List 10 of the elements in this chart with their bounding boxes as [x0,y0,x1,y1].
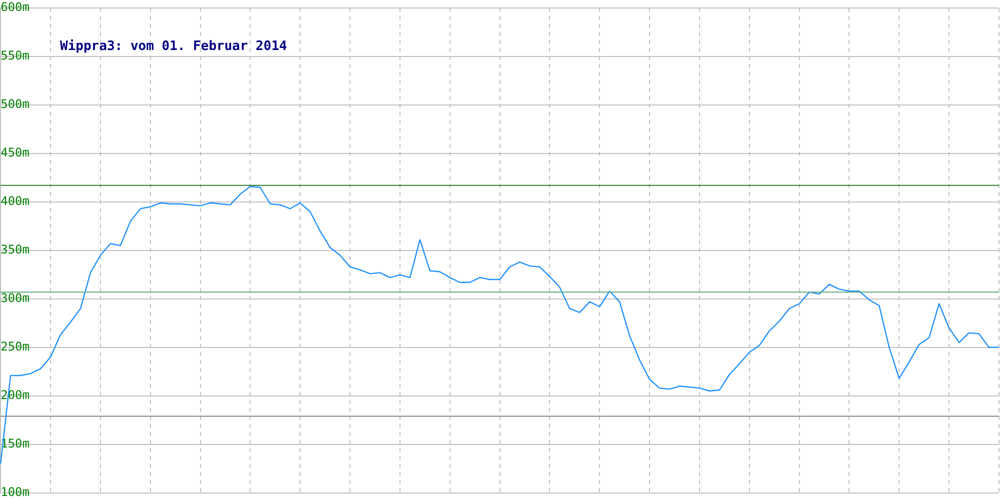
y-tick-label: 400m [0,194,30,208]
y-tick-label: 550m [0,48,30,63]
y-tick-label: 500m [0,97,30,112]
y-tick-label: 450m [0,146,30,160]
y-tick-label: 100m [0,484,30,499]
y-tick-label: 250m [0,339,30,354]
y-tick-label: 600m [0,0,30,14]
y-tick-label: 350m [0,242,30,257]
y-tick-label: 300m [0,291,30,306]
text: Wippra3: vom 01. Februar 2014 [60,39,287,54]
